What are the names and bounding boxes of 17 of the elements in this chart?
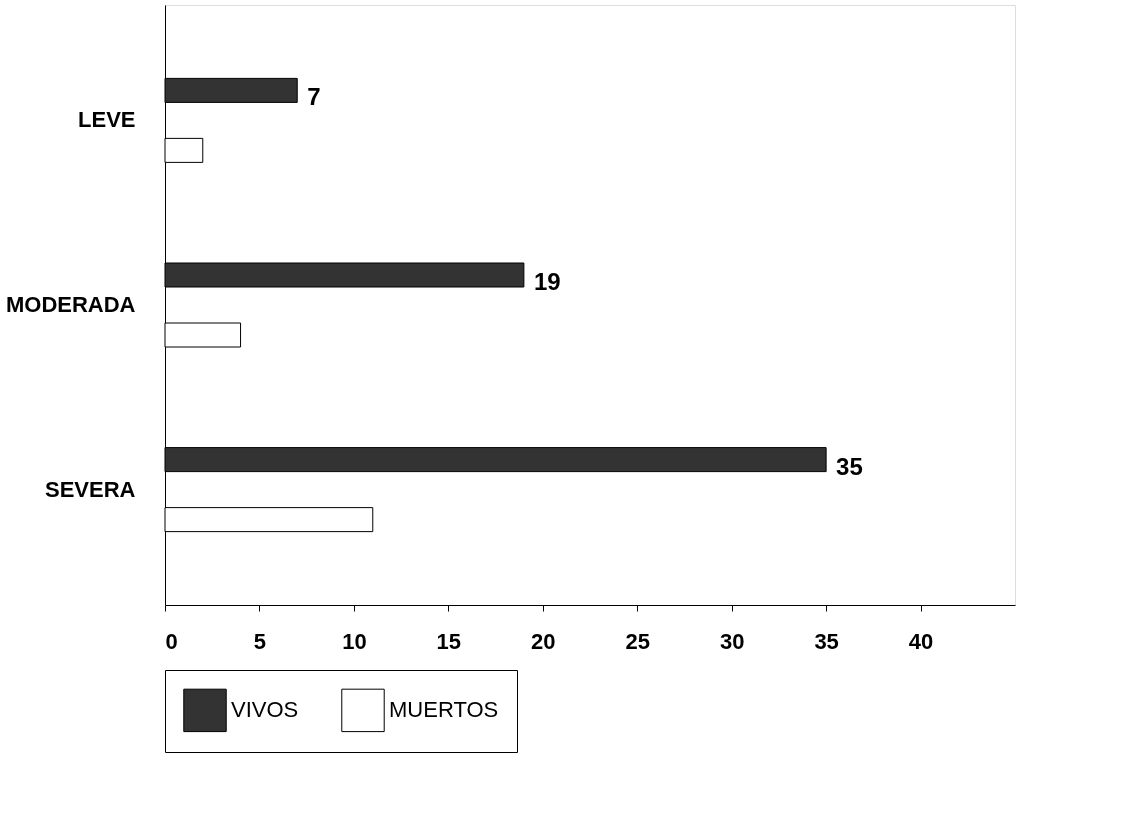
y-tick-label: SEVERA: [45, 476, 136, 502]
y-tick-label: MODERADA: [5, 292, 136, 317]
legend-label: MUERTOS: [389, 697, 499, 723]
x-tick-label: 35: [814, 628, 839, 654]
y-tick-label: LEVE: [78, 107, 136, 133]
x-tick-label: 25: [625, 628, 650, 654]
x-tick-label: 20: [531, 628, 556, 654]
data-label: 35: [836, 452, 863, 480]
legend-label: VIVOS: [231, 697, 299, 723]
x-tick-label: 5: [253, 628, 267, 654]
x-tick-label: 15: [436, 628, 462, 654]
x-tick-label: 0: [165, 628, 178, 654]
x-tick-label: 10: [342, 628, 367, 654]
data-label: 19: [533, 268, 561, 295]
x-tick-label: 30: [719, 628, 745, 654]
x-tick-label: 40: [908, 628, 934, 654]
data-label: 7: [307, 83, 321, 111]
